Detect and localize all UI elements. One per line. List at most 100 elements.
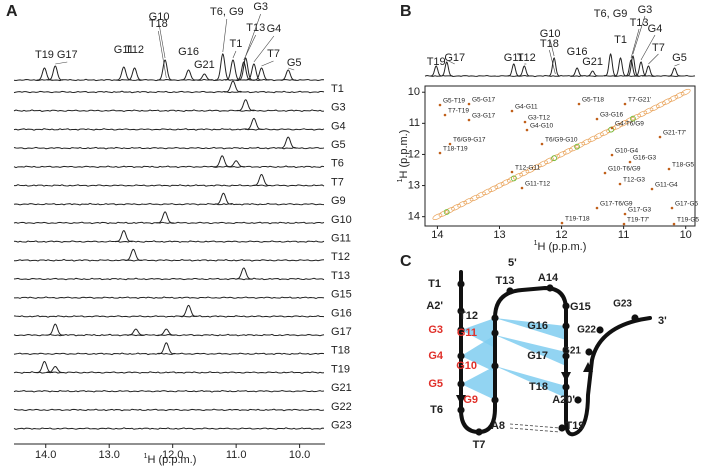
peak <box>35 361 54 373</box>
leader-line <box>640 34 656 61</box>
cross-peak-label: G5-G17 <box>472 97 496 104</box>
diagonal-peak <box>551 155 558 162</box>
diagonal-contour <box>668 95 679 102</box>
trace-label: G11 <box>331 233 351 245</box>
diagonal-contour <box>463 197 474 205</box>
residue-dot <box>491 329 499 337</box>
cross-peak <box>560 221 564 225</box>
x-tick-label: 12 <box>555 229 567 241</box>
peak-label: T18 <box>540 38 559 50</box>
diagonal-contour <box>631 113 641 121</box>
cross-peak <box>510 170 514 174</box>
trace-baseline <box>13 333 325 337</box>
leader-line <box>446 59 455 65</box>
residue-dot <box>574 396 582 404</box>
peak <box>227 160 245 168</box>
leader-line <box>261 60 274 67</box>
cross-peak <box>672 222 676 226</box>
cross-peak <box>577 102 581 106</box>
trace-label: T7 <box>331 176 344 188</box>
cross-peak <box>448 142 452 146</box>
residue-dot <box>562 383 570 391</box>
panel-c: T1 A2' G3 G4 G5 T6 T7 A8 G9 G10 G11 T12 T13 A14 G15 G16… <box>426 257 667 451</box>
peak-label: T6, G9 <box>594 8 628 20</box>
trace-baseline <box>13 258 325 262</box>
leader-line <box>55 61 68 65</box>
trace-baseline <box>13 240 325 243</box>
x-tick-label: 13 <box>493 229 505 241</box>
axis-label: 1H (p.p.m.) <box>144 453 197 466</box>
leader-line <box>243 34 257 61</box>
diagonal-contour <box>482 188 493 196</box>
residue-label: A20' <box>552 394 575 406</box>
cross-peak-label: G21-T7' <box>663 130 686 137</box>
arrow <box>583 362 593 372</box>
cross-peak-label: T19-T18 <box>565 216 590 223</box>
leader-line <box>549 39 555 57</box>
residue-label: T19 <box>566 420 585 432</box>
peak <box>642 65 655 77</box>
end-label: 5' <box>508 257 517 269</box>
peak <box>280 69 297 81</box>
stacking-plane <box>461 366 495 400</box>
trace-label: G15 <box>331 289 352 301</box>
diagonal-contour <box>624 116 635 124</box>
diagonal-contour <box>637 110 648 118</box>
peak <box>114 230 133 243</box>
trace-label: G4 <box>331 120 346 132</box>
peak <box>47 65 64 81</box>
residue-dot <box>631 314 639 322</box>
trace-label: T19 <box>331 363 350 375</box>
peak <box>279 136 297 149</box>
peak-label: G5 <box>287 57 302 69</box>
residue-dot <box>457 307 465 315</box>
leader-line <box>222 18 228 53</box>
peak-label: G10 <box>540 28 561 40</box>
peak-label: T7 <box>652 42 665 54</box>
residue-label: T13 <box>496 275 515 287</box>
peak-label: G17 <box>444 52 465 64</box>
cross-peak <box>628 160 632 164</box>
peak-label: T1 <box>614 34 627 46</box>
trace-baseline <box>13 221 325 225</box>
trace-baseline <box>13 146 325 150</box>
cross-peak <box>623 102 627 106</box>
peak <box>614 57 627 77</box>
stacking-plane <box>495 335 566 366</box>
residue-label: G9 <box>463 394 478 406</box>
residue-dot <box>562 302 570 310</box>
cross-peak <box>438 151 442 155</box>
cross-peak <box>467 118 471 122</box>
peak <box>224 80 242 93</box>
peak-label: G3 <box>638 4 653 16</box>
diagonal-contour <box>600 129 610 136</box>
diagonal-contour <box>674 92 685 99</box>
trace-label: G17 <box>331 326 352 338</box>
panel-label: C <box>400 253 412 270</box>
y-tick-label: 11 <box>409 117 420 129</box>
cross-peak <box>670 206 674 210</box>
diagonal-contour <box>655 101 666 108</box>
cross-peak-label: G10-G4 <box>615 148 639 155</box>
peak-label: G5 <box>672 52 687 64</box>
peak-label: T12 <box>517 52 536 64</box>
cross-peak <box>443 113 447 117</box>
diagonal-contour <box>500 179 511 186</box>
trace-label: G3 <box>331 102 346 114</box>
peak <box>213 155 231 168</box>
leader-line <box>158 30 167 79</box>
peak <box>570 67 584 77</box>
axis-label: 1H (p.p.m.) <box>397 130 410 183</box>
trace-baseline <box>13 352 325 356</box>
cross-peak <box>438 103 442 107</box>
x-tick-label: 14.0 <box>35 449 56 461</box>
residue-dot <box>546 284 554 292</box>
cross-peak <box>540 142 544 146</box>
cross-peak <box>610 153 614 157</box>
diagonal-contour <box>438 210 449 217</box>
trace-label: G5 <box>331 139 346 151</box>
residue-dot <box>457 326 465 334</box>
leader-line <box>253 35 275 63</box>
